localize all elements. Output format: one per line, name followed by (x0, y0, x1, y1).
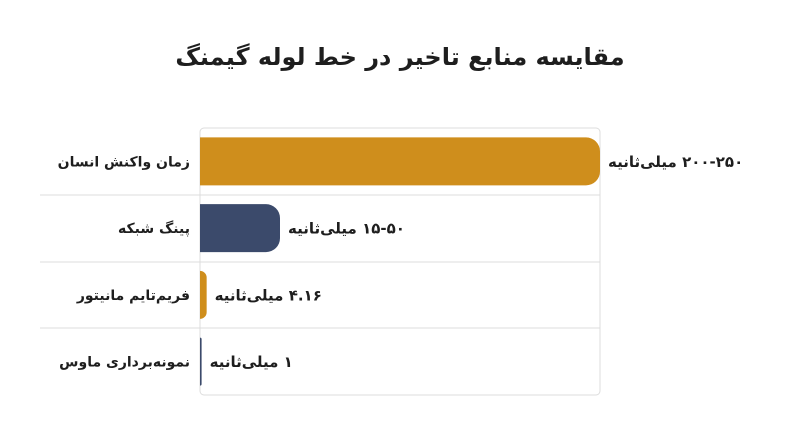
category-label: زمان واکنش انسان (58, 154, 190, 170)
bar (200, 204, 280, 253)
value-label: ۱۵-۵۰ میلی‌ثانیه (288, 220, 405, 238)
category-label: فریم‌تایم مانیتور (76, 288, 190, 304)
bar (200, 270, 207, 319)
category-label: پینگ شبکه (118, 220, 190, 237)
bar (200, 137, 600, 186)
category-label: نمونه‌برداری ماوس (59, 355, 190, 371)
bar (200, 337, 202, 386)
value-label: ۲۰۰-۲۵۰ میلی‌ثانیه (608, 153, 743, 171)
value-label: ۱ میلی‌ثانیه (210, 353, 293, 371)
value-label: ۴.۱۶ میلی‌ثانیه (215, 286, 322, 304)
chart-title: مقایسه منابع تاخیر در خط لوله گیمنگ (175, 43, 624, 71)
